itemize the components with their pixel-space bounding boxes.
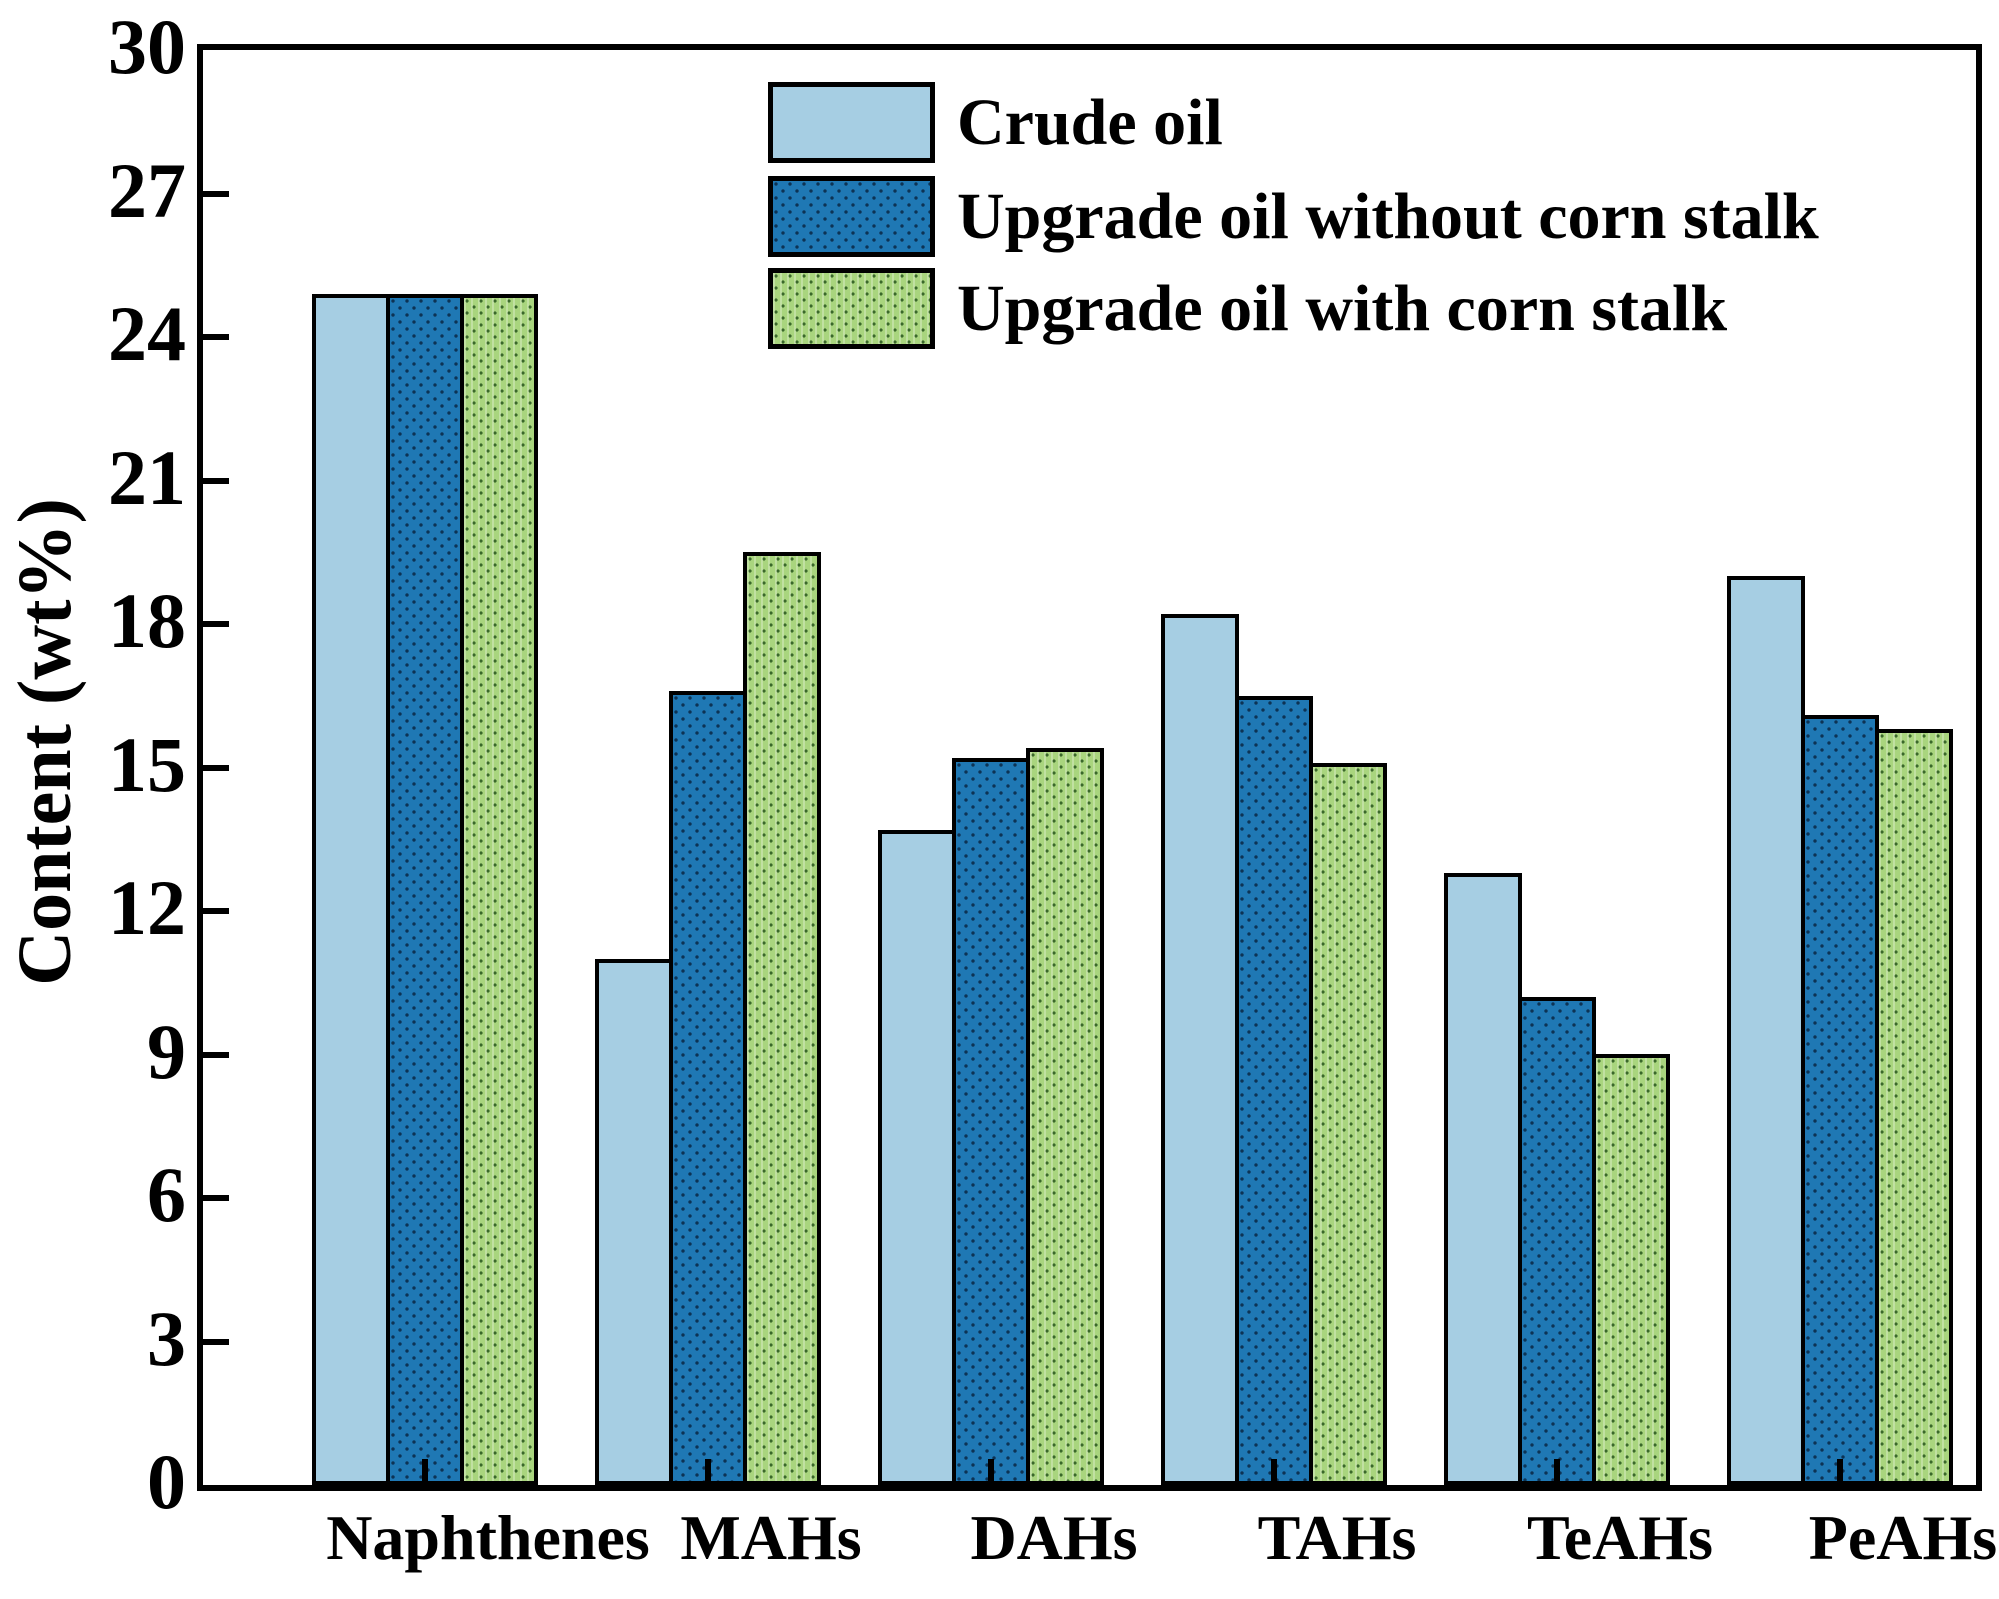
bar-DAHs-series-3 — [1026, 748, 1104, 1485]
x-axis-tick — [422, 1459, 428, 1485]
y-tick-label-12: 12 — [108, 863, 186, 951]
y-axis-tick — [203, 477, 229, 484]
category-label-TAHs: TAHs — [1257, 1502, 1417, 1573]
x-axis-tick — [705, 1459, 711, 1485]
y-axis-tick — [203, 908, 229, 914]
category-label-MAHs: MAHs — [680, 1502, 862, 1573]
bar-PeAHs-series-2 — [1801, 715, 1879, 1485]
category-label-TeAHs: TeAHs — [1526, 1502, 1714, 1573]
bar-Naphthenes-series-3 — [460, 294, 538, 1485]
bar-MAHs-series-1 — [595, 959, 673, 1485]
y-axis-tick — [203, 764, 229, 771]
y-tick-label-30: 30 — [108, 2, 186, 90]
legend-swatch-series-1 — [768, 82, 935, 163]
y-tick-label-15: 15 — [108, 720, 186, 808]
y-tick-label-18: 18 — [108, 576, 186, 664]
legend-swatch-series-2 — [768, 176, 935, 257]
y-axis-tick — [203, 621, 229, 627]
bar-DAHs-series-1 — [878, 830, 956, 1485]
legend-swatch-series-3 — [768, 268, 935, 349]
bar-TeAHs-series-2 — [1518, 997, 1596, 1485]
bar-MAHs-series-3 — [743, 552, 821, 1485]
category-label-PeAHs: PeAHs — [1808, 1502, 1998, 1573]
x-axis-tick — [1554, 1459, 1560, 1485]
y-axis-tick — [203, 1338, 229, 1345]
y-axis-tick — [203, 334, 229, 340]
y-tick-label-0: 0 — [147, 1437, 186, 1525]
y-axis-tick — [203, 1051, 229, 1058]
y-tick-label-21: 21 — [108, 433, 186, 521]
y-tick-label-9: 9 — [147, 1007, 186, 1095]
x-axis-tick — [1837, 1459, 1843, 1485]
legend-label-series-3: Upgrade oil with corn stalk — [957, 271, 1728, 345]
bar-DAHs-series-2 — [952, 758, 1030, 1485]
bar-TeAHs-series-1 — [1444, 873, 1522, 1485]
bar-TAHs-series-3 — [1309, 763, 1387, 1485]
bar-TAHs-series-2 — [1235, 696, 1313, 1485]
x-axis-tick — [988, 1459, 994, 1485]
y-tick-label-3: 3 — [147, 1294, 186, 1382]
y-axis-title: Content (wt%) — [3, 498, 87, 986]
category-label-DAHs: DAHs — [970, 1502, 1138, 1573]
bar-PeAHs-series-1 — [1727, 576, 1805, 1485]
y-axis-tick — [203, 190, 229, 197]
bar-MAHs-series-2 — [669, 691, 747, 1485]
bar-PeAHs-series-3 — [1875, 729, 1953, 1485]
y-tick-label-6: 6 — [147, 1150, 186, 1238]
legend-label-series-1: Crude oil — [957, 85, 1223, 159]
bar-TAHs-series-1 — [1161, 614, 1239, 1485]
bar-Naphthenes-series-2 — [386, 294, 464, 1485]
y-axis-tick — [203, 1195, 229, 1201]
legend-label-series-2: Upgrade oil without corn stalk — [957, 179, 1819, 253]
bar-TeAHs-series-3 — [1592, 1054, 1670, 1485]
category-label-Naphthenes: Naphthenes — [326, 1502, 650, 1573]
y-tick-label-24: 24 — [108, 289, 186, 377]
y-tick-label-27: 27 — [108, 146, 186, 234]
plot-area — [197, 44, 1982, 1491]
x-axis-tick — [1271, 1459, 1277, 1485]
bar-Naphthenes-series-1 — [312, 294, 390, 1485]
